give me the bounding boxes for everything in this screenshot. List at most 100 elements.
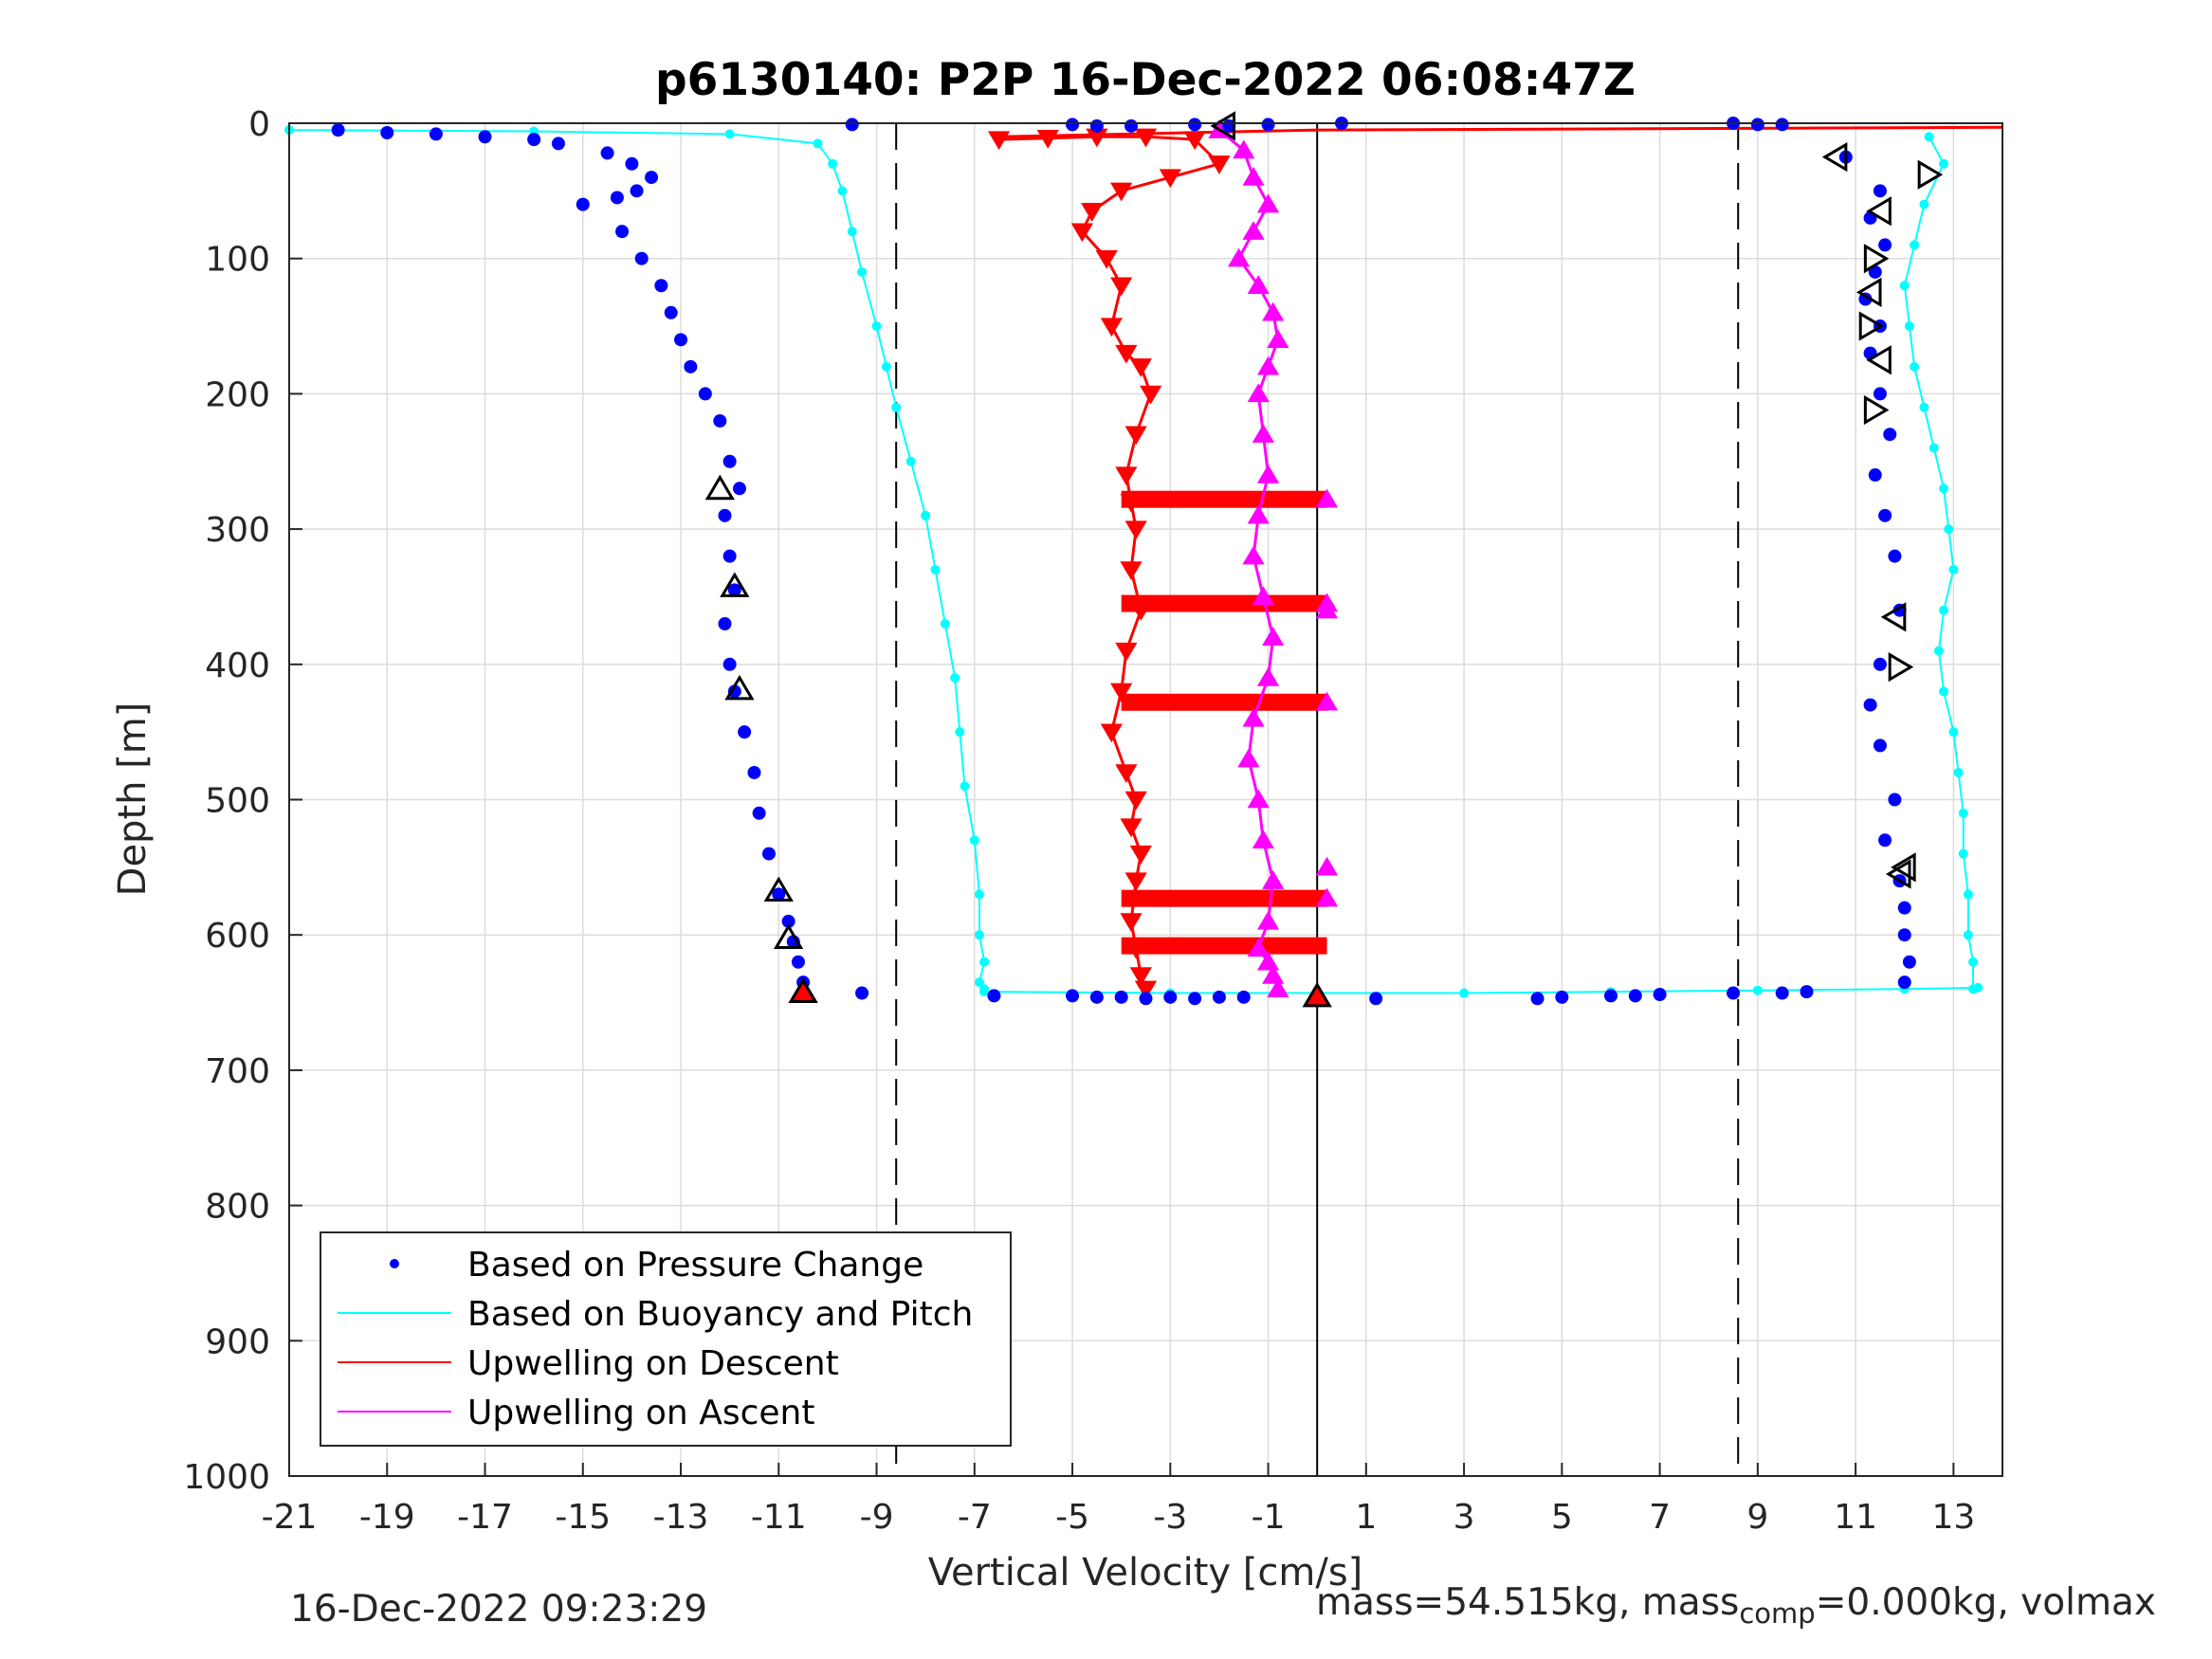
pressure-marker: [1089, 118, 1104, 133]
pressure-marker: [1863, 698, 1877, 712]
buoyancy-marker: [969, 835, 979, 846]
pressure-marker: [1858, 292, 1873, 306]
buoyancy-marker: [960, 781, 970, 792]
pressure-marker: [752, 806, 766, 820]
pressure-marker: [478, 130, 492, 144]
x-tick-label: -13: [653, 1498, 709, 1537]
y-tick-label: 400: [205, 647, 270, 685]
upwelling-descent-marker: [1115, 642, 1138, 662]
buoyancy-marker: [1939, 483, 1949, 494]
spike-marker: [1315, 599, 1339, 619]
pressure-marker: [718, 616, 732, 630]
pressure-marker: [1236, 990, 1251, 1004]
legend-swatch-dot: [390, 1259, 399, 1268]
upwelling-ascent-marker: [1252, 586, 1275, 606]
pressure-marker: [747, 765, 761, 779]
buoyancy-marker: [940, 618, 950, 629]
pressure-marker: [1114, 990, 1128, 1004]
y-tick-label: 500: [205, 782, 270, 821]
upwelling-descent-marker: [1110, 277, 1133, 297]
buoyancy-marker: [813, 138, 823, 149]
pressure-marker: [713, 413, 727, 428]
x-axis-label: Vertical Velocity [cm/s]: [928, 1551, 1363, 1595]
event-triangle: [763, 876, 794, 902]
upwelling-spike-band: [1121, 490, 1327, 508]
buoyancy-marker: [1459, 988, 1470, 998]
buoyancy-marker: [871, 321, 882, 332]
y-tick-label: 800: [205, 1188, 270, 1227]
spike-marker: [1315, 488, 1339, 508]
buoyancy-marker: [1904, 321, 1914, 332]
pressure-marker: [331, 123, 345, 137]
upwelling-spike-band: [1121, 889, 1327, 907]
pressure-marker: [698, 387, 712, 401]
upwelling-ascent-line: [1217, 128, 1280, 990]
event-triangle: [1210, 111, 1236, 141]
pressure-marker: [551, 137, 565, 151]
legend-entry-label: Based on Pressure Change: [467, 1246, 923, 1285]
spike-marker: [1315, 887, 1339, 907]
pressure-marker: [1124, 118, 1139, 133]
pressure-marker: [1750, 118, 1764, 132]
upwelling-descent-line: [998, 135, 1221, 990]
mass-subscript: comp: [1739, 1596, 1816, 1630]
event-triangle: [773, 923, 804, 949]
upwelling-descent-marker: [1081, 203, 1104, 222]
buoyancy-marker: [1939, 686, 1949, 697]
buoyancy-marker: [891, 402, 902, 412]
y-axis-label: Depth [m]: [111, 702, 155, 897]
event-triangle: [720, 572, 750, 597]
buoyancy-marker: [974, 889, 984, 900]
upwelling-descent-marker: [1115, 466, 1138, 486]
pressure-marker: [645, 171, 659, 185]
buoyancy-marker: [1948, 564, 1959, 574]
buoyancy-marker: [1924, 132, 1934, 142]
pressure-marker: [781, 914, 795, 928]
pressure-marker: [845, 118, 859, 132]
pressure-marker: [1530, 992, 1545, 1006]
axis-ticks: -21 -19 -17 -15 -13 -11 -9 -7 -5 -3 -1 1 3 5 7 9 11 13010…: [183, 105, 1975, 1537]
pressure-marker: [727, 684, 741, 699]
upwelling-descent-marker: [1208, 155, 1231, 174]
x-tick-label: -17: [457, 1498, 513, 1537]
buoyancy-marker: [1963, 889, 1973, 900]
upwelling-ascent-marker: [1256, 464, 1280, 483]
pressure-marker: [1873, 657, 1887, 671]
legend-entry-label: Based on Buoyancy and Pitch: [467, 1295, 973, 1334]
pressure-marker: [634, 251, 649, 265]
event-triangle: [724, 674, 755, 701]
upwelling-ascent-marker: [1267, 978, 1289, 997]
pressure-marker: [1878, 508, 1892, 522]
buoyancy-marker: [1910, 240, 1920, 250]
pressure-marker: [855, 986, 869, 1000]
pressure-marker: [1188, 992, 1202, 1006]
pressure-marker: [1727, 986, 1741, 1000]
x-tick-label: 5: [1551, 1498, 1573, 1537]
upwelling-descent-marker: [1100, 318, 1123, 337]
pressure-marker: [1888, 549, 1902, 563]
pressure-marker: [615, 225, 630, 239]
event-triangle: [1885, 859, 1911, 889]
upwelling-ascent-marker: [1247, 275, 1270, 294]
buoyancy-marker: [1973, 982, 1983, 993]
upwelling-ascent-marker: [1227, 247, 1251, 267]
upwelling-ascent-marker: [1256, 356, 1280, 375]
event-triangle: [1880, 602, 1907, 632]
buoyancy-marker: [974, 930, 984, 940]
buoyancy-marker: [1899, 281, 1910, 291]
legend: Based on Pressure Change Based on Buoyanc…: [320, 1231, 1012, 1447]
upwelling-ascent-marker: [1256, 193, 1280, 213]
pressure-marker: [684, 359, 698, 374]
upwelling-descent-marker: [1120, 913, 1143, 932]
buoyancy-marker: [1958, 808, 1968, 818]
pressure-marker: [718, 508, 732, 522]
x-tick-label: -9: [860, 1498, 894, 1537]
upwelling-descent-marker: [1110, 683, 1133, 702]
buoyancy-marker: [955, 727, 965, 738]
upwelling-descent-marker: [1140, 385, 1162, 405]
upwelling-descent-marker: [1110, 182, 1133, 202]
buoyancy-marker: [1939, 158, 1949, 169]
upwelling-descent-marker: [1115, 764, 1138, 784]
pressure-marker: [1800, 985, 1814, 999]
pressure-marker: [1897, 901, 1911, 915]
